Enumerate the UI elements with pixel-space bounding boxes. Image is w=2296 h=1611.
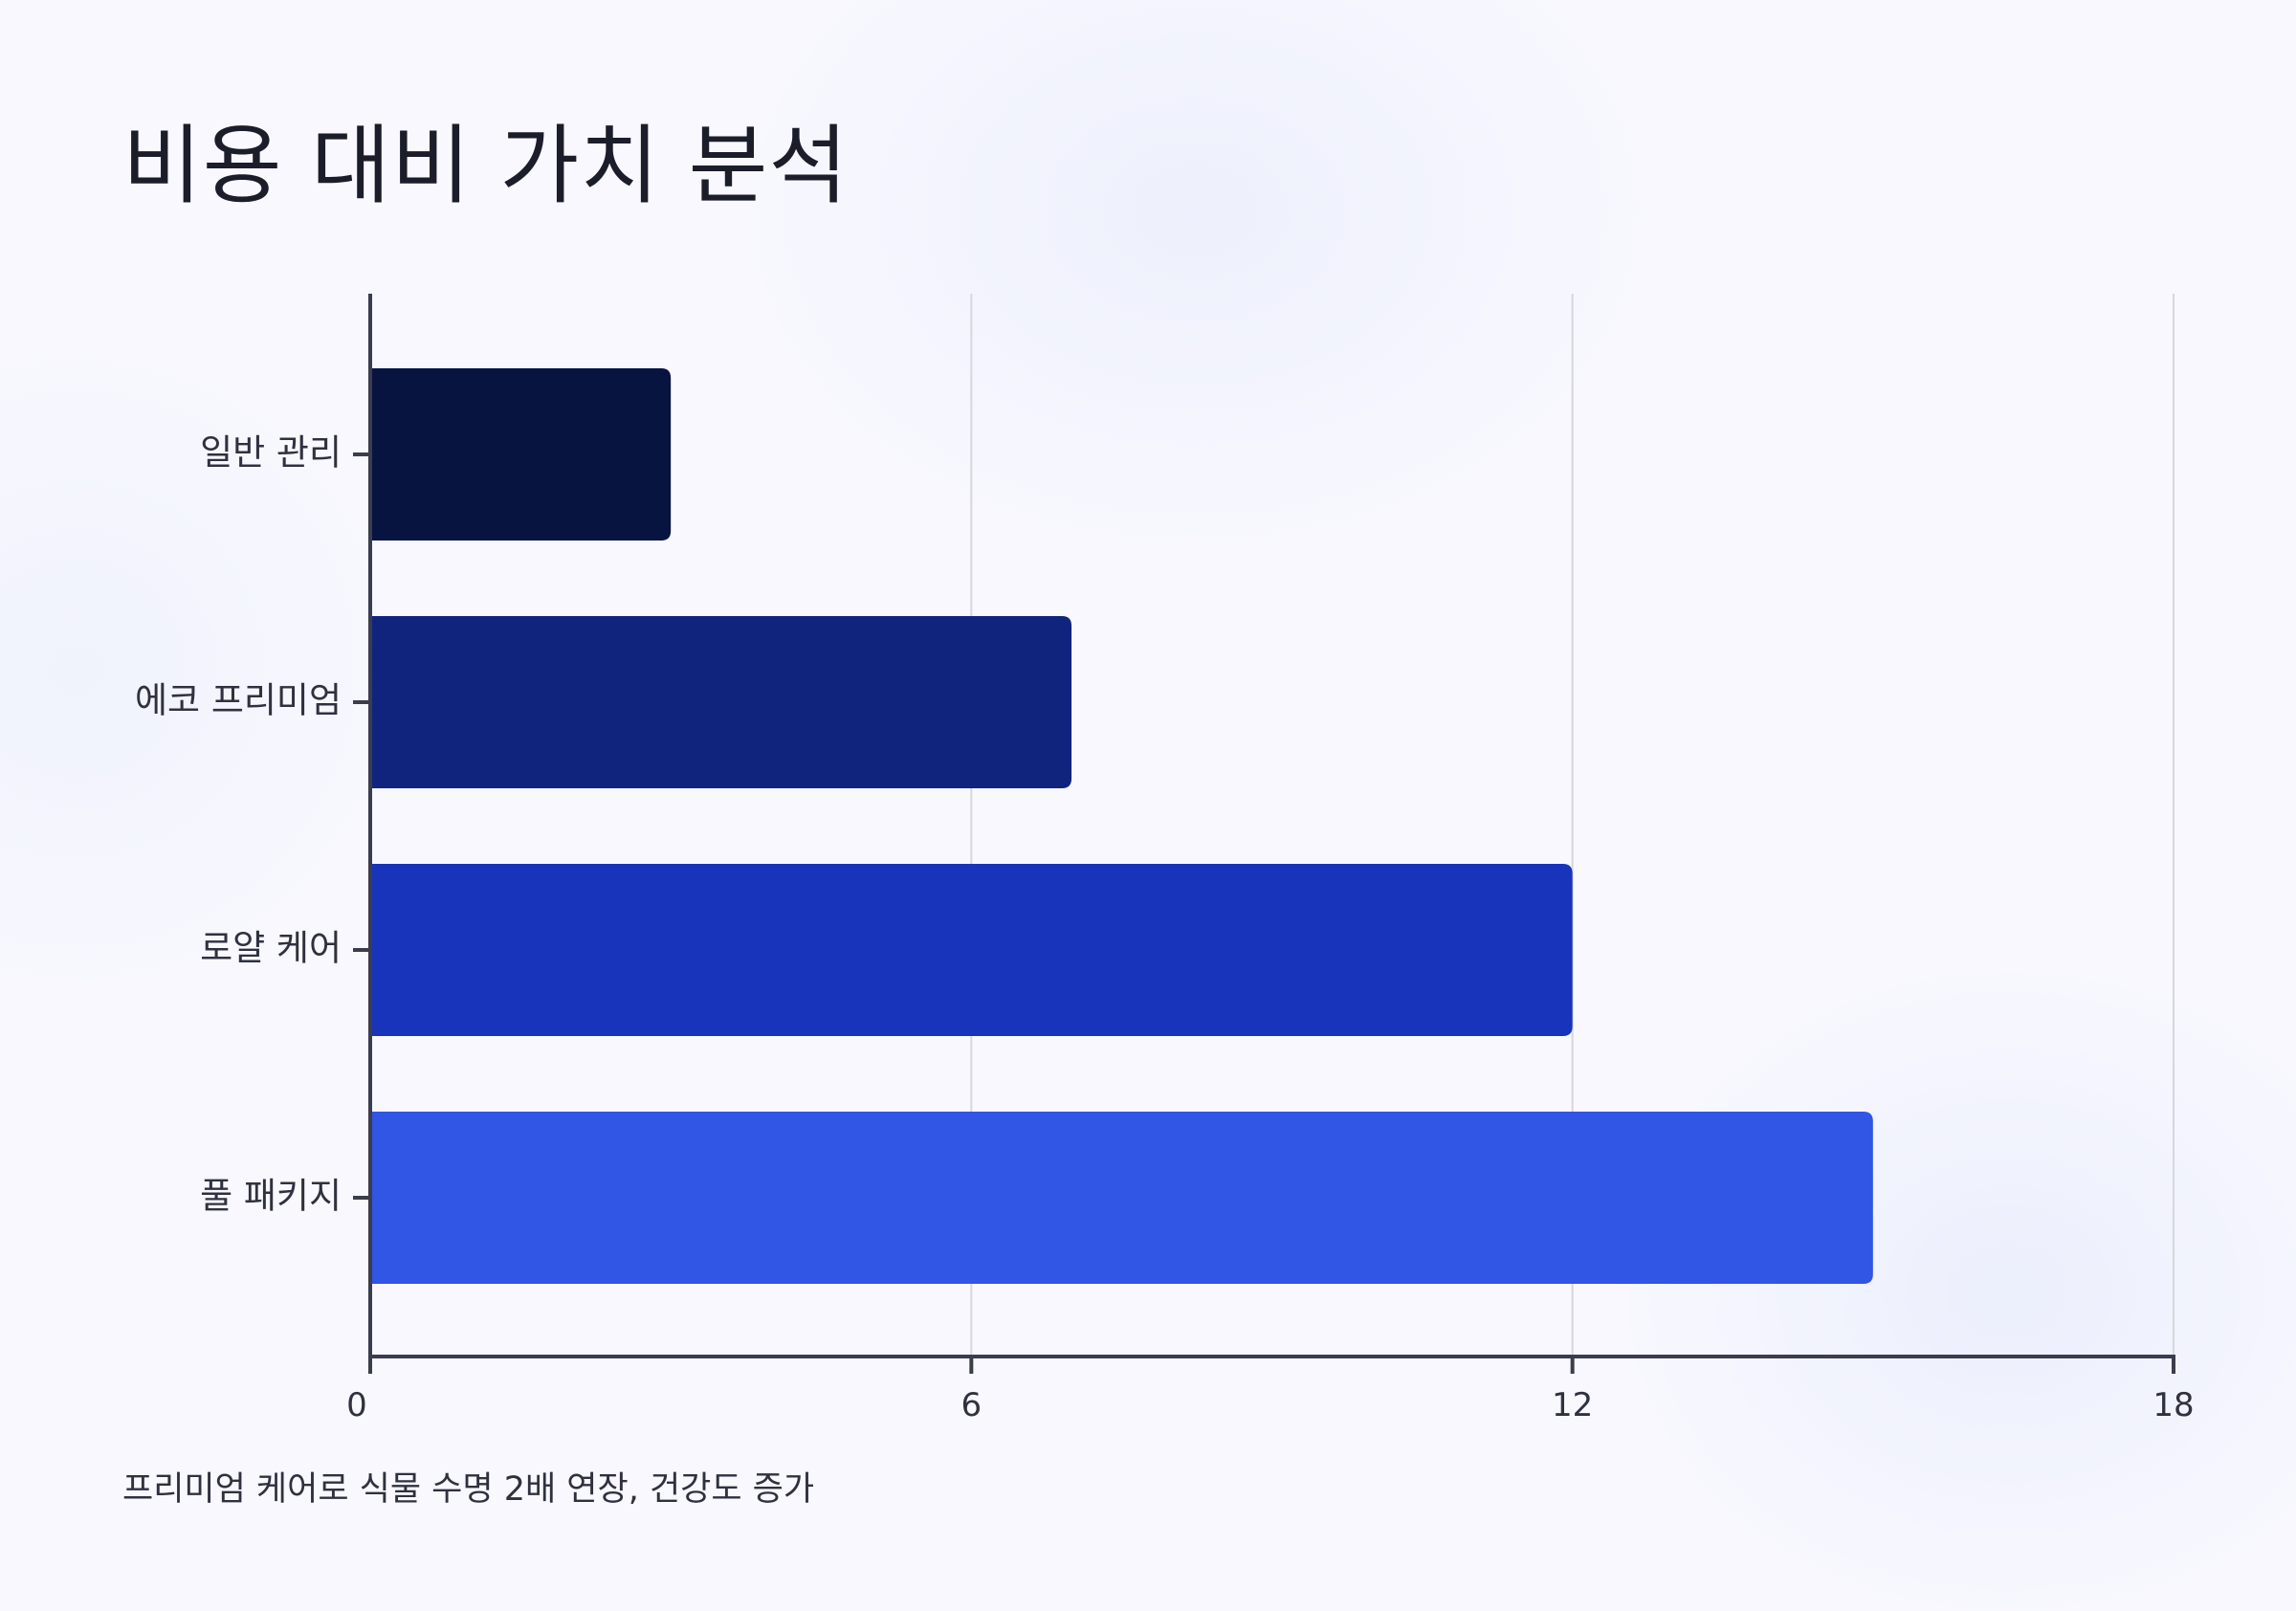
- bar-4: [370, 1112, 1873, 1284]
- x-tick-label-1: 6: [961, 1386, 982, 1424]
- bar-3: [370, 864, 1573, 1036]
- x-tick-label-3: 18: [2152, 1386, 2194, 1424]
- category-label-1: 일반 관리: [200, 432, 342, 474]
- bar-1: [370, 368, 672, 541]
- axes: [353, 294, 2175, 1374]
- category-label-2: 에코 프리미엄: [135, 680, 342, 721]
- chart-title: 비용 대비 가치 분석: [122, 116, 850, 216]
- category-label-3: 로얄 케어: [200, 928, 342, 969]
- bar-2: [370, 616, 1072, 788]
- category-label-4: 풀 패키지: [200, 1176, 342, 1217]
- x-tick-label-0: 0: [346, 1386, 367, 1424]
- bars: [370, 368, 1873, 1284]
- chart-caption: 프리미엄 케어로 식물 수명 2배 연장, 건강도 증가: [122, 1470, 815, 1509]
- x-tick-label-2: 12: [1552, 1386, 1593, 1424]
